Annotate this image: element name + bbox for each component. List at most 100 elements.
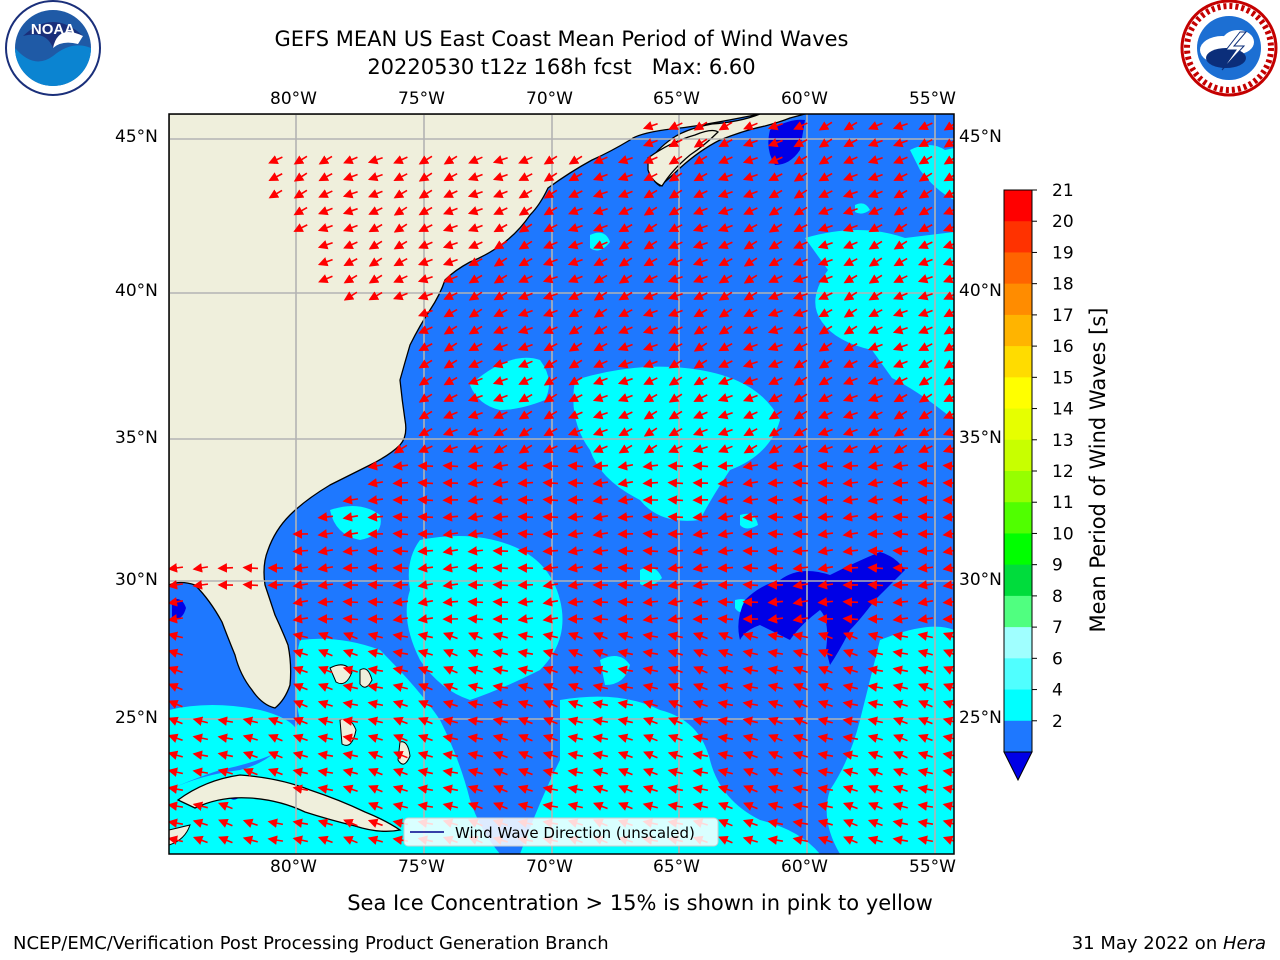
wind-arrow	[169, 682, 183, 692]
wind-arrow	[367, 733, 383, 743]
wind-arrow	[667, 665, 683, 675]
wind-arrow	[743, 410, 758, 419]
wind-arrow	[593, 359, 608, 368]
wind-arrow	[542, 546, 559, 556]
wind-arrow	[792, 801, 809, 811]
wind-arrow	[892, 342, 908, 352]
wind-arrow	[942, 767, 954, 777]
wind-arrow	[443, 376, 458, 386]
wind-arrow	[943, 138, 954, 148]
wind-arrow	[368, 767, 383, 777]
wind-arrow	[767, 818, 784, 828]
wind-arrow	[917, 563, 934, 573]
wind-arrow	[492, 699, 509, 709]
wind-arrow	[342, 597, 359, 607]
wind-arrow	[917, 835, 934, 845]
wind-arrow	[543, 359, 558, 369]
wind-arrow	[169, 614, 184, 624]
wind-arrow	[443, 325, 458, 335]
wind-arrow	[592, 767, 608, 777]
wind-arrow	[867, 835, 883, 845]
wind-arrow	[417, 631, 434, 641]
wind-arrow	[342, 733, 359, 743]
wind-arrow	[717, 529, 734, 539]
wind-arrow	[568, 206, 583, 216]
wind-arrow	[692, 563, 709, 573]
wind-arrow	[818, 376, 833, 386]
wind-arrow	[317, 631, 333, 641]
wind-arrow	[817, 257, 833, 267]
wind-arrow	[567, 546, 584, 556]
wind-arrow	[892, 716, 908, 726]
wind-arrow	[642, 138, 658, 148]
wind-arrow	[169, 733, 183, 743]
wind-arrow	[817, 818, 833, 828]
wind-arrow	[818, 138, 833, 148]
colorbar-tick-label: 17	[1052, 306, 1074, 326]
wind-arrow	[267, 767, 283, 777]
wind-arrow	[768, 376, 783, 385]
wind-arrow	[567, 223, 583, 233]
wind-arrow	[917, 291, 933, 301]
wind-arrow	[342, 750, 359, 760]
wind-arrow	[467, 750, 484, 760]
wind-arrow	[392, 665, 409, 675]
wind-arrow	[292, 563, 309, 573]
wind-arrow	[868, 801, 883, 811]
wind-arrow	[742, 172, 758, 182]
wind-arrow	[642, 648, 659, 658]
wind-arrow	[867, 665, 884, 675]
wind-arrow	[467, 512, 484, 522]
wind-arrow	[918, 206, 933, 216]
wind-arrow	[668, 359, 683, 369]
wind-arrow	[692, 767, 709, 777]
wind-arrow	[492, 393, 508, 403]
colorbar-band	[1004, 377, 1032, 410]
wind-arrow	[667, 546, 684, 556]
wind-arrow	[942, 580, 954, 590]
wind-arrow	[717, 427, 733, 437]
wind-arrow	[743, 767, 758, 777]
wind-arrow	[442, 699, 458, 709]
footer-date-text: 31 May 2022 on	[1071, 933, 1223, 954]
wind-arrow	[417, 767, 434, 777]
wind-arrow	[693, 410, 708, 420]
wind-arrow	[893, 274, 908, 283]
wind-arrow	[318, 155, 333, 165]
wind-arrow	[592, 495, 609, 505]
wind-arrow	[567, 512, 584, 522]
wind-arrow	[718, 257, 733, 266]
wind-arrow	[417, 308, 433, 318]
wind-arrow	[417, 291, 433, 301]
wind-arrow	[867, 818, 883, 828]
wind-arrow	[767, 546, 784, 556]
wind-arrow	[792, 835, 809, 845]
wind-arrow	[367, 461, 384, 471]
wind-arrow	[917, 767, 933, 777]
wind-arrow	[542, 665, 558, 675]
wind-arrow	[567, 563, 584, 573]
colorbar-tick-label: 16	[1052, 337, 1074, 357]
wind-arrow	[942, 631, 954, 641]
wind-arrow	[467, 223, 483, 233]
wind-arrow	[617, 733, 633, 743]
wind-arrow	[917, 818, 934, 828]
wind-arrow	[517, 461, 534, 471]
wind-arrow	[842, 682, 858, 692]
wind-arrow	[517, 801, 533, 811]
wind-arrow	[767, 512, 784, 522]
wind-arrow	[292, 767, 309, 777]
wind-arrow	[392, 529, 409, 539]
x-tick-top: 80°W	[270, 89, 317, 109]
wind-arrow	[842, 495, 859, 505]
wind-arrow	[418, 410, 433, 420]
wind-arrow	[343, 155, 358, 165]
wind-arrow	[392, 512, 409, 522]
wind-arrow	[668, 325, 683, 334]
wind-arrow	[317, 512, 334, 522]
wind-arrow	[767, 121, 783, 131]
wind-arrow	[317, 580, 334, 590]
wind-arrow	[742, 512, 759, 522]
x-tick-bottom: 55°W	[909, 857, 956, 877]
wind-arrow	[842, 716, 859, 726]
